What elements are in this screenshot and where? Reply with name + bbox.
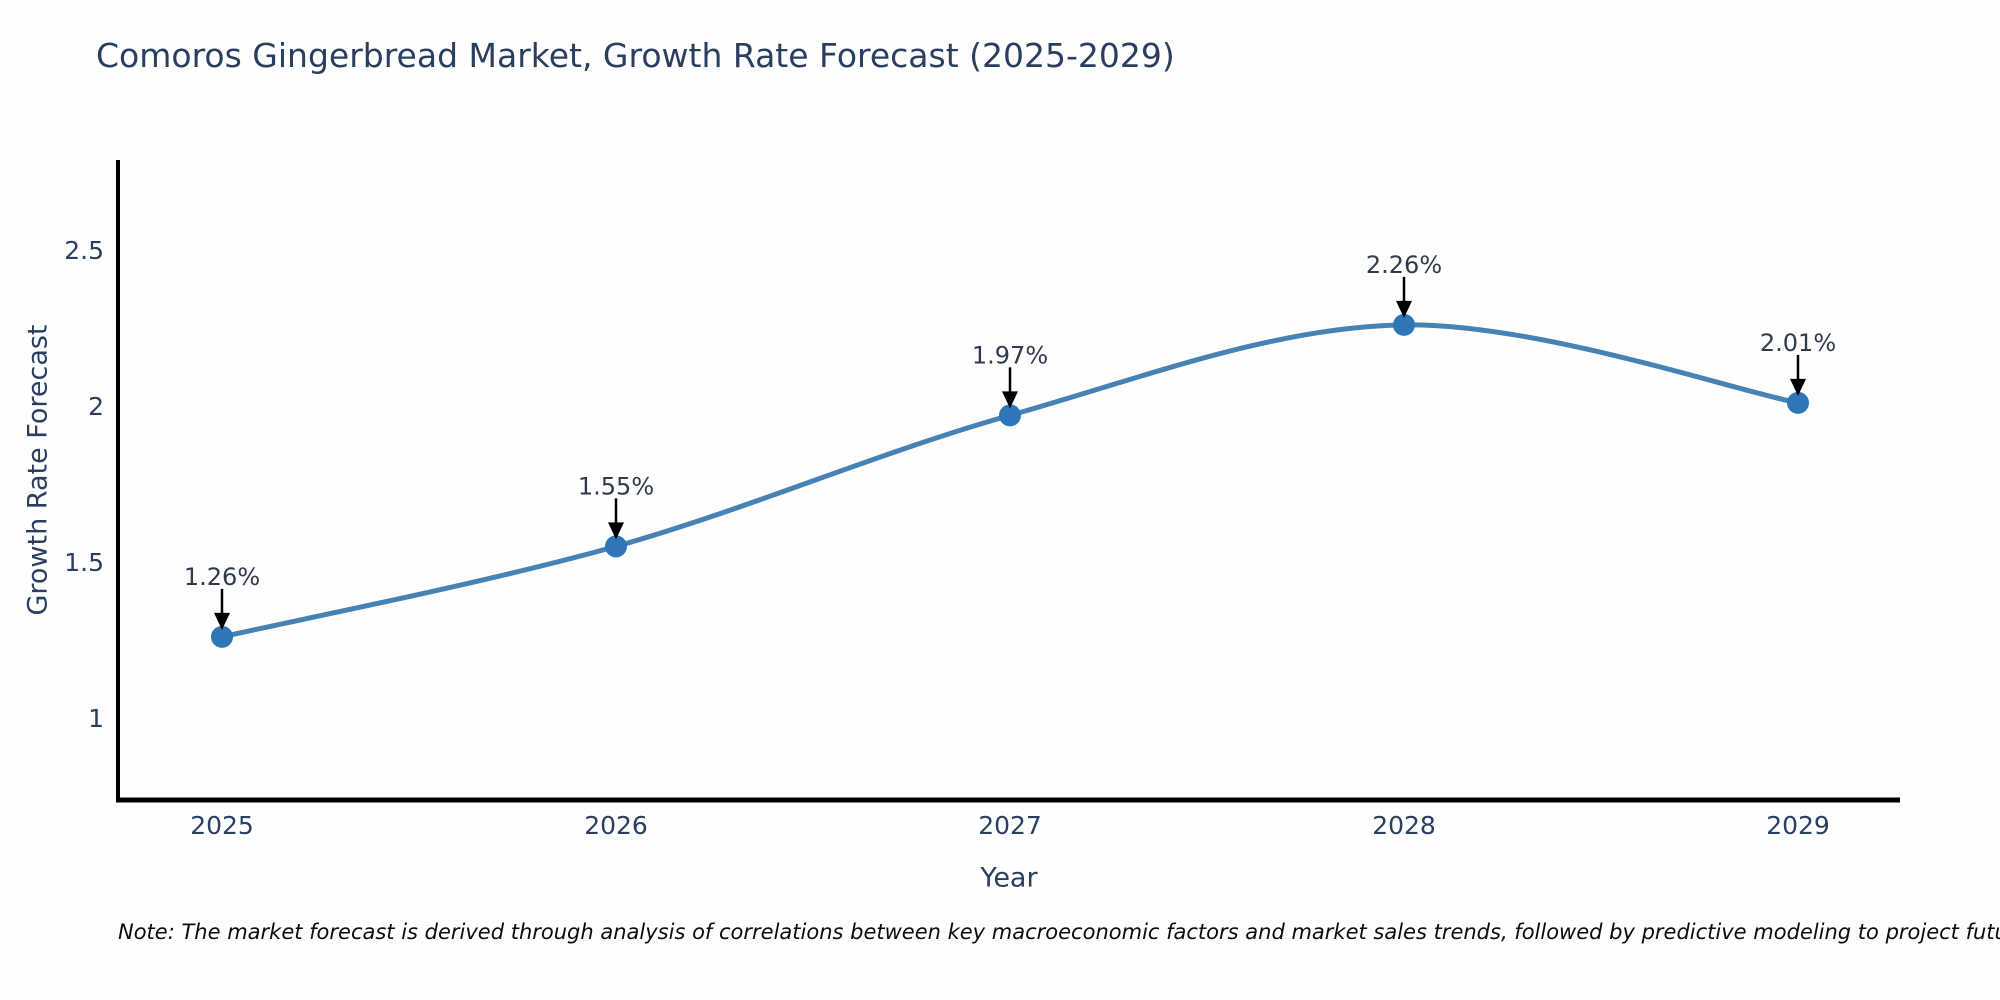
y-tick-label: 1 bbox=[88, 704, 104, 733]
data-point-marker bbox=[1787, 391, 1809, 414]
point-value-label: 1.97% bbox=[972, 341, 1048, 369]
annotation-arrow-head bbox=[1396, 300, 1412, 318]
x-tick-label: 2028 bbox=[1372, 811, 1436, 840]
annotation-arrow-head bbox=[214, 612, 230, 630]
x-tick-label: 2029 bbox=[1766, 811, 1830, 840]
y-axis-title: Growth Rate Forecast bbox=[22, 324, 54, 616]
footnote: Note: The market forecast is derived thr… bbox=[118, 920, 2000, 944]
y-tick-label: 1.5 bbox=[64, 548, 104, 577]
x-axis-title: Year bbox=[980, 862, 1038, 894]
annotation-arrow-head bbox=[608, 522, 624, 540]
y-tick-label: 2.5 bbox=[64, 236, 104, 265]
chart-title: Comoros Gingerbread Market, Growth Rate … bbox=[96, 36, 1175, 75]
annotation-arrow-head bbox=[1790, 378, 1806, 396]
x-tick-label: 2025 bbox=[190, 811, 254, 840]
x-tick-label: 2027 bbox=[978, 811, 1042, 840]
annotation-arrow-head bbox=[1002, 391, 1018, 409]
point-value-label: 1.26% bbox=[184, 563, 260, 591]
data-point-marker bbox=[211, 625, 233, 648]
data-point-marker bbox=[1393, 313, 1415, 336]
point-value-label: 2.01% bbox=[1760, 329, 1836, 357]
y-tick-label: 2 bbox=[88, 392, 104, 421]
data-point-marker bbox=[605, 535, 627, 558]
data-point-marker bbox=[999, 404, 1021, 427]
x-tick-label: 2026 bbox=[584, 811, 648, 840]
point-value-label: 2.26% bbox=[1366, 251, 1442, 279]
point-value-label: 1.55% bbox=[578, 472, 654, 500]
